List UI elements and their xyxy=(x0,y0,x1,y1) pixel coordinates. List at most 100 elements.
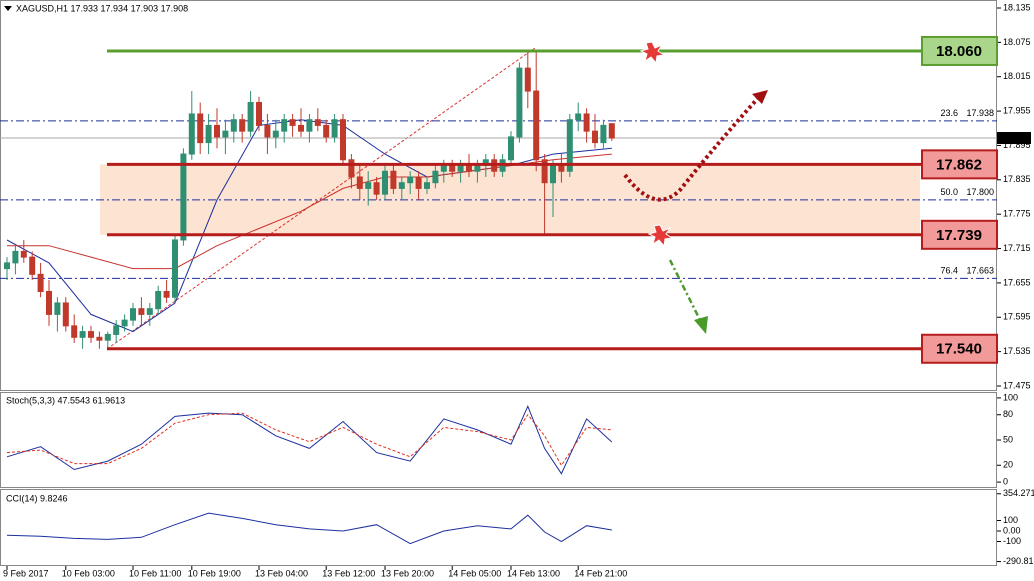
candle-body xyxy=(71,325,78,338)
candle-body xyxy=(289,119,296,126)
candle-body xyxy=(533,90,540,161)
candle-body xyxy=(348,159,355,178)
up-arrow xyxy=(623,94,762,202)
candle-body xyxy=(331,119,338,138)
candle-body xyxy=(12,250,19,264)
candle-body xyxy=(256,102,262,126)
y-tick-label: 0 xyxy=(1003,476,1008,486)
panel-title: CCI(14) 9.8246 xyxy=(6,493,68,503)
candle-body xyxy=(155,290,162,310)
candle-body xyxy=(113,325,120,335)
y-tick-label: 18.135 xyxy=(1003,2,1031,12)
y-tick-label: 17.595 xyxy=(1003,312,1031,322)
fib-level: 76.4 xyxy=(940,266,958,276)
fib-level: 50.0 xyxy=(940,187,958,197)
series-line xyxy=(6,412,612,467)
candle-body xyxy=(466,165,472,172)
level-box xyxy=(921,149,998,180)
candle-body xyxy=(188,113,195,155)
y-tick-label: 17.535 xyxy=(1003,346,1031,356)
candle-body xyxy=(247,102,254,132)
fib-price: 17.800 xyxy=(966,187,994,197)
y-tick-label: 17.895 xyxy=(1003,140,1031,150)
y-tick-label: 50 xyxy=(1003,434,1013,444)
candle-body xyxy=(592,130,598,144)
candle-body xyxy=(365,182,372,189)
x-tick-label: 10 Feb 19:00 xyxy=(188,568,241,578)
y-tick-label: -100 xyxy=(1003,536,1021,546)
title-marker xyxy=(4,6,12,11)
down-arrow xyxy=(668,259,702,321)
candle-body xyxy=(230,119,237,132)
candle-body xyxy=(88,331,94,338)
candle-body xyxy=(172,239,178,298)
candle-body xyxy=(516,67,523,138)
candle-body xyxy=(298,124,304,132)
candle-body xyxy=(608,123,615,139)
candle-body xyxy=(541,159,548,184)
candle-body xyxy=(575,113,582,121)
candle-body xyxy=(214,124,220,138)
level-box xyxy=(921,219,998,250)
candle-body xyxy=(566,119,573,172)
candle-body xyxy=(62,302,69,327)
candle-body xyxy=(222,130,229,138)
y-tick-label: 17.715 xyxy=(1003,243,1031,253)
level-label: 17.739 xyxy=(936,227,982,244)
current-price-label: 17.908 xyxy=(1000,132,1028,142)
down-arrow-head xyxy=(694,316,708,334)
x-tick-label: 14 Feb 21:00 xyxy=(574,568,627,578)
fib-level: 23.6 xyxy=(940,108,958,118)
series-line xyxy=(6,405,613,475)
y-tick-label: 17.655 xyxy=(1003,277,1031,287)
level-label: 17.862 xyxy=(936,156,982,173)
candle-body xyxy=(373,182,380,195)
candle-body xyxy=(323,124,330,138)
level-label: 18.060 xyxy=(936,43,982,60)
candle-body xyxy=(29,256,36,275)
x-tick-label: 14 Feb 05:00 xyxy=(448,568,501,578)
up-arrow-head xyxy=(752,90,768,104)
candle-body xyxy=(281,119,288,132)
candle-body xyxy=(37,273,44,292)
candle-body xyxy=(264,124,271,138)
candle-body xyxy=(272,130,279,138)
y-tick-label: 0.00 xyxy=(1003,525,1021,535)
candle-body xyxy=(138,308,145,315)
y-tick-label: 17.775 xyxy=(1003,209,1031,219)
candle-body xyxy=(180,153,187,241)
candle-body xyxy=(130,308,136,321)
fib-price: 17.938 xyxy=(966,108,994,118)
level-box xyxy=(921,35,998,66)
y-tick-label: 354.2714 xyxy=(1003,488,1034,498)
y-tick-label: 18.075 xyxy=(1003,37,1031,47)
candle-body xyxy=(524,67,531,92)
x-tick-label: 14 Feb 13:00 xyxy=(507,568,560,578)
y-tick-label: 18.015 xyxy=(1003,71,1031,81)
frame xyxy=(0,0,997,566)
candle-body xyxy=(79,331,86,338)
candle-body xyxy=(340,119,346,161)
candle-body xyxy=(550,165,556,184)
x-tick-label: 9 Feb 2017 xyxy=(3,568,49,578)
candle-body xyxy=(508,136,514,161)
candle-body xyxy=(600,124,607,144)
level-label: 17.540 xyxy=(936,341,982,358)
candle-body xyxy=(382,170,388,195)
panel-title: Stoch(5,3,3) 47.5543 61.9613 xyxy=(6,395,125,405)
y-tick-label: 100 xyxy=(1003,392,1018,402)
y-tick-label: 17.835 xyxy=(1003,174,1031,184)
candle-body xyxy=(4,262,10,270)
fib-price: 17.663 xyxy=(966,266,994,276)
candle-body xyxy=(104,333,111,341)
x-tick-label: 13 Feb 20:00 xyxy=(381,568,434,578)
y-tick-label: 20 xyxy=(1003,460,1013,470)
candle-body xyxy=(314,119,321,126)
candle-body xyxy=(457,165,464,172)
x-tick-label: 10 Feb 11:00 xyxy=(129,568,181,578)
candle-body xyxy=(96,336,103,341)
candle-body xyxy=(306,119,313,132)
candle-body xyxy=(197,113,204,144)
